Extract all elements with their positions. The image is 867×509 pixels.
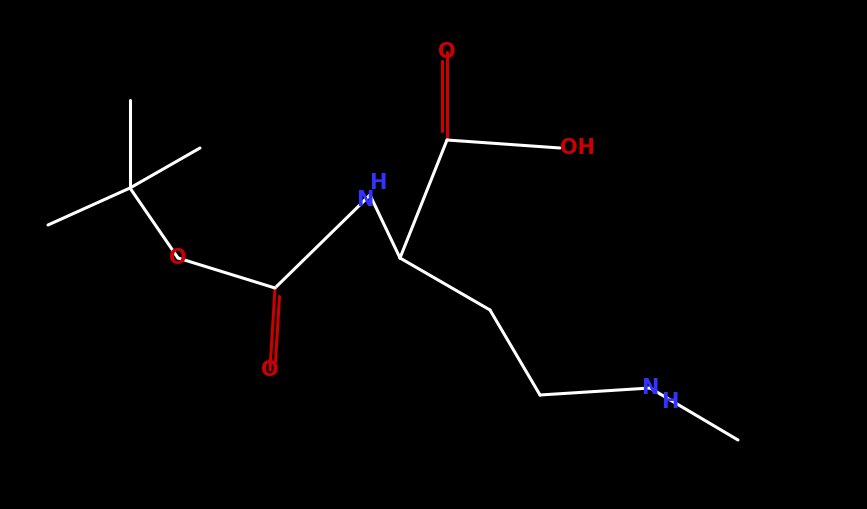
Text: N: N bbox=[642, 378, 659, 398]
Text: O: O bbox=[261, 360, 279, 380]
Text: O: O bbox=[169, 248, 186, 268]
Text: N: N bbox=[356, 190, 374, 210]
Text: H: H bbox=[662, 392, 679, 412]
Text: OH: OH bbox=[560, 138, 596, 158]
Text: H: H bbox=[369, 173, 387, 193]
Text: O: O bbox=[438, 42, 456, 62]
